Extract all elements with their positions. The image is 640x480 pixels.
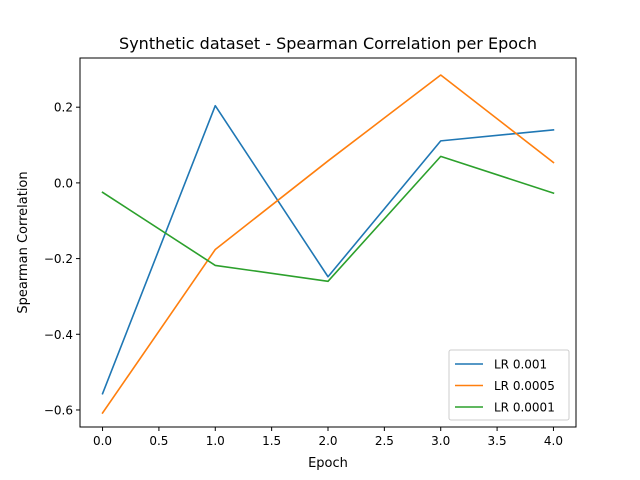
y-tick-label: −0.6 — [44, 403, 73, 417]
series-layer — [101, 74, 555, 415]
y-tick-label: 0.0 — [54, 176, 73, 190]
x-axis-label: Epoch — [308, 456, 348, 471]
x-tick-label: 2.0 — [318, 434, 337, 448]
chart-title: Synthetic dataset - Spearman Correlation… — [119, 34, 537, 53]
legend-label: LR 0.0005 — [494, 379, 555, 393]
x-tick-label: 0.0 — [93, 434, 112, 448]
y-axis-label: Spearman Correlation — [16, 171, 31, 313]
legend-label: LR 0.001 — [494, 358, 547, 372]
series-line-2 — [101, 155, 555, 283]
legend: LR 0.001 LR 0.0005 LR 0.0001 — [448, 349, 570, 421]
x-tick-label: 1.5 — [262, 434, 281, 448]
series-line-1 — [101, 74, 555, 415]
x-axis-ticks: 0.0 0.5 1.0 1.5 2.0 2.5 3.0 3.5 4.0 — [93, 427, 563, 448]
series-line-0 — [101, 104, 555, 395]
y-tick-label: −0.4 — [44, 328, 73, 342]
x-tick-label: 1.0 — [206, 434, 225, 448]
x-tick-label: 3.5 — [488, 434, 507, 448]
y-tick-label: 0.2 — [54, 101, 73, 115]
x-tick-label: 0.5 — [149, 434, 168, 448]
y-axis-ticks: −0.6 −0.4 −0.2 0.0 0.2 — [44, 101, 80, 417]
x-tick-label: 3.0 — [431, 434, 450, 448]
legend-label: LR 0.0001 — [494, 401, 555, 415]
x-tick-label: 4.0 — [544, 434, 563, 448]
x-tick-label: 2.5 — [375, 434, 394, 448]
legend-box — [448, 349, 570, 421]
plot-area — [79, 57, 577, 428]
y-tick-label: −0.2 — [44, 252, 73, 266]
